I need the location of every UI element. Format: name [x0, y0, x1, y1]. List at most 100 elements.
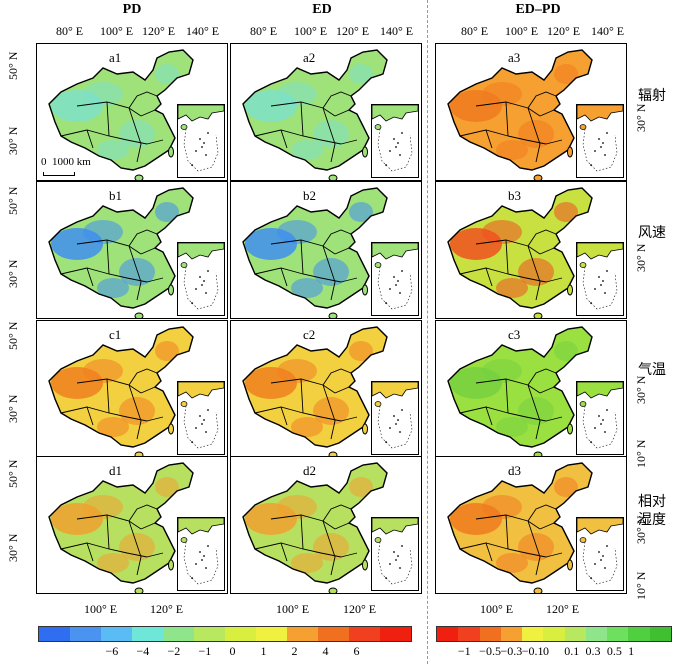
china-map-a1: [48, 49, 194, 180]
china-map-d3: [447, 462, 593, 593]
china-map-d2: [242, 462, 388, 593]
lat-50-c: 50° N: [6, 321, 20, 350]
south-china-sea-inset-b3: [576, 242, 624, 316]
map-panel-d3: d3: [435, 456, 627, 594]
colorbar-difference-swatch-0: [437, 627, 459, 641]
colorbar_right-label-7: 0.5: [606, 644, 622, 658]
lat-30-right-b: 30° N: [634, 243, 648, 272]
lat-10-right-c: 10° N: [634, 439, 648, 468]
bottom-tick-100-2: 100° E: [276, 602, 310, 616]
map-panel-b1: b1: [36, 181, 228, 319]
panel-label-d2: d2: [303, 463, 316, 478]
scale-bar-line: [43, 172, 75, 176]
colorbar-difference: [436, 626, 672, 642]
top-tick-2-3: 140° E: [591, 24, 625, 38]
lat-30-c: 30° N: [6, 394, 20, 423]
south-china-sea-inset-d2: [371, 517, 419, 591]
bottom-tick-120-2: 120° E: [343, 602, 377, 616]
south-china-sea-inset-a1: [177, 104, 225, 178]
panel-label-a1: a1: [109, 50, 122, 65]
colorbar_right-label-8: 1: [628, 644, 635, 658]
top-tick-1-3: 140° E: [380, 24, 414, 38]
colorbar_left-label-1: −4: [136, 644, 150, 658]
colorbar-absolute-swatch-0: [39, 627, 70, 641]
top-tick-0-3: 140° E: [186, 24, 220, 38]
lat-30-right-c: 30° N: [634, 375, 648, 404]
china-map-b3: [447, 187, 593, 318]
row-label-temperature: 气温: [638, 363, 666, 378]
column-title-pd: PD: [122, 2, 142, 17]
colorbar_right-label-1: −0.5: [479, 644, 501, 658]
column-divider: [427, 0, 428, 664]
colorbar-difference-swatch-5: [543, 627, 565, 641]
colorbar-difference-swatch-10: [649, 627, 671, 641]
row-label-wind: 风速: [638, 226, 666, 241]
lat-30-right-d: 30° N: [634, 515, 648, 544]
bottom-tick-100-3: 100° E: [480, 602, 514, 616]
top-tick-0-0: 80° E: [56, 24, 84, 38]
colorbar_left-label-5: 1: [260, 644, 267, 658]
south-china-sea-inset-c2: [371, 381, 419, 455]
china-map-a3: [447, 49, 593, 180]
lat-30-d: 30° N: [6, 533, 20, 562]
map-panel-a1: a1 0 1000 km: [36, 43, 228, 181]
colorbar_left-label-3: −1: [198, 644, 212, 658]
bottom-tick-100-1: 100° E: [84, 602, 118, 616]
south-china-sea-inset-d3: [576, 517, 624, 591]
colorbar-difference-swatch-9: [628, 627, 650, 641]
colorbar_right-label-2: −0.3: [500, 644, 523, 658]
map-panel-c3: c3: [435, 320, 627, 458]
colorbar-difference-swatch-1: [458, 627, 480, 641]
colorbar-absolute-swatch-6: [225, 627, 256, 641]
china-map-c3: [447, 326, 593, 457]
map-panel-a3: a3: [435, 43, 627, 181]
top-tick-1-0: 80° E: [250, 24, 278, 38]
top-tick-1-1: 100° E: [294, 24, 328, 38]
map-panel-a2: a2: [230, 43, 422, 181]
map-panel-b2: b2: [230, 181, 422, 319]
map-panel-c2: c2: [230, 320, 422, 458]
top-tick-2-1: 100° E: [505, 24, 539, 38]
top-tick-2-2: 120° E: [547, 24, 581, 38]
colorbar_left-label-2: −2: [167, 644, 181, 658]
china-map-b2: [242, 187, 388, 318]
colorbar-difference-swatch-6: [564, 627, 586, 641]
south-china-sea-inset-c3: [576, 381, 624, 455]
colorbar_left-label-8: 6: [353, 644, 360, 658]
lat-10-right-d: 10° N: [634, 571, 648, 600]
colorbar_right-label-3: −0.1: [521, 644, 544, 658]
colorbar-absolute: [38, 626, 412, 642]
lat-50-b: 50° N: [6, 186, 20, 215]
south-china-sea-inset-c1: [177, 381, 225, 455]
bottom-tick-120-1: 120° E: [150, 602, 184, 616]
column-title-diff: ED–PD: [515, 2, 561, 17]
bottom-tick-120-3: 120° E: [546, 602, 580, 616]
colorbar-absolute-swatch-3: [132, 627, 163, 641]
colorbar-absolute-swatch-11: [380, 627, 411, 641]
colorbar-difference-swatch-7: [585, 627, 608, 641]
china-map-b1: [48, 187, 194, 318]
map-panel-d2: d2: [230, 456, 422, 594]
colorbar-absolute-swatch-2: [101, 627, 132, 641]
map-panel-c1: c1: [36, 320, 228, 458]
top-tick-0-1: 100° E: [100, 24, 134, 38]
lat-50-a: 50° N: [6, 51, 20, 80]
colorbar-difference-swatch-3: [500, 627, 523, 641]
row-label-humidity: 相对湿度: [638, 495, 666, 528]
colorbar-absolute-swatch-5: [194, 627, 225, 641]
colorbar-absolute-swatch-10: [349, 627, 380, 641]
china-map-d1: [48, 462, 194, 593]
colorbar-difference-swatch-4: [522, 627, 544, 641]
colorbar-absolute-swatch-4: [163, 627, 194, 641]
panel-label-c3: c3: [508, 327, 521, 342]
top-tick-2-0: 80° E: [461, 24, 489, 38]
column-title-ed: ED: [312, 2, 332, 17]
colorbar_right-label-4: 0: [543, 644, 549, 658]
panel-label-b1: b1: [109, 188, 122, 203]
top-tick-1-2: 120° E: [336, 24, 370, 38]
lat-30-b: 30° N: [6, 259, 20, 288]
top-tick-0-2: 120° E: [142, 24, 176, 38]
row-label-radiation: 辐射: [638, 89, 666, 104]
scale-zero: 0: [41, 156, 47, 168]
panel-label-a3: a3: [508, 50, 521, 65]
